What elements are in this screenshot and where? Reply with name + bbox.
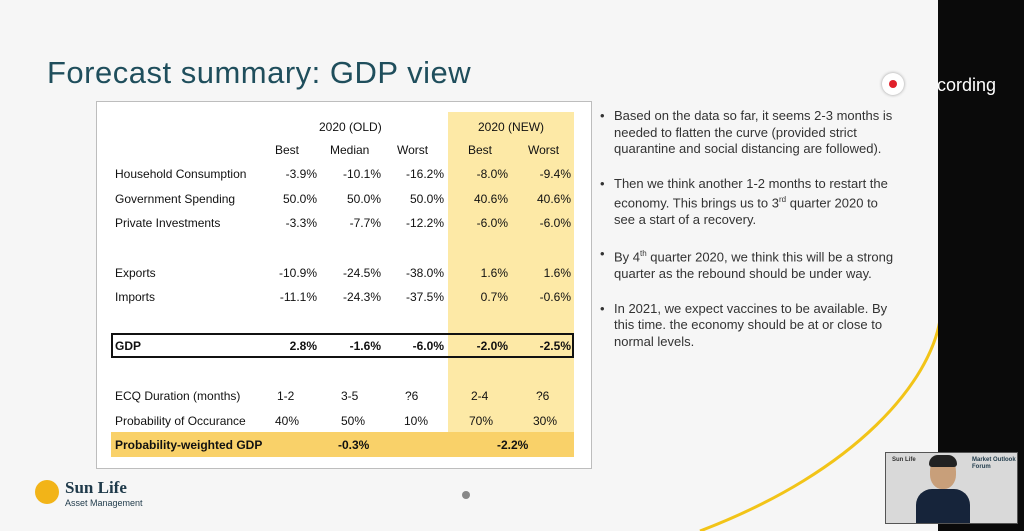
table-cell: 70% — [469, 414, 494, 428]
presenter-avatar — [916, 455, 970, 523]
table-cell: -12.2% — [405, 216, 444, 230]
webcam-watermark-right: Market Outlook Forum — [972, 457, 1016, 470]
table-cell: 50% — [341, 414, 366, 428]
col-header: Best — [468, 143, 493, 157]
table-cell: 40.6% — [473, 192, 508, 206]
table-cell: ?6 — [536, 389, 550, 403]
gdp-label: GDP — [115, 339, 142, 353]
new-forecast-highlight — [448, 112, 574, 432]
sun-icon — [35, 480, 59, 504]
recording-label: cording — [937, 75, 997, 95]
table-cell: -6.0% — [476, 216, 508, 230]
table-cell: 1-2 — [277, 389, 295, 403]
gdp-cell: -2.5% — [539, 339, 571, 353]
table-cell: 3-5 — [341, 389, 359, 403]
side-panel — [938, 0, 1024, 531]
table-cell: 2-4 — [471, 389, 489, 403]
weighted-gdp-highlight — [111, 432, 574, 457]
table-cell: 1.6% — [543, 266, 571, 280]
table-cell: -3.9% — [285, 167, 317, 181]
webcam-thumbnail[interactable]: Sun Life Market Outlook Forum — [885, 452, 1018, 524]
table-cell: 50.0% — [282, 192, 317, 206]
gdp-cell: -2.0% — [476, 339, 508, 353]
row-label: Imports — [115, 290, 156, 304]
gdp-cell: -6.0% — [412, 339, 444, 353]
table-cell: -9.4% — [539, 167, 571, 181]
table-cell: -6.0% — [539, 216, 571, 230]
gdp-cell: 2.8% — [289, 339, 317, 353]
bullet-list: • Based on the data so far, it seems 2-3… — [600, 108, 900, 368]
table-cell: 1.6% — [480, 266, 508, 280]
table-cell: -7.7% — [349, 216, 381, 230]
row-label: Exports — [115, 266, 156, 280]
slide-title: Forecast summary: GDP view — [47, 55, 472, 90]
table-cell: -24.5% — [342, 266, 381, 280]
row-label: Probability of Occurance — [115, 414, 246, 428]
table-cell: 0.7% — [480, 290, 508, 304]
table-cell: 30% — [533, 414, 558, 428]
recording-icon[interactable] — [882, 73, 904, 95]
table-cell: -24.3% — [342, 290, 381, 304]
decorative-curve — [699, 319, 940, 531]
gdp-row-border — [111, 333, 574, 358]
gdp-cell: -1.6% — [349, 339, 381, 353]
table-cell: ?6 — [405, 389, 419, 403]
col-header: Worst — [397, 143, 429, 157]
table-cell: 40.6% — [536, 192, 571, 206]
row-label: Private Investments — [115, 216, 221, 230]
table-cell: -38.0% — [405, 266, 444, 280]
webcam-watermark-left: Sun Life — [892, 457, 916, 463]
col-header: Best — [275, 143, 300, 157]
row-label: Household Consumption — [115, 167, 247, 181]
table-cell: -11.1% — [279, 290, 317, 304]
row-label: ECQ Duration (months) — [115, 389, 241, 403]
forecast-table: 2020 (OLD) 2020 (NEW) Best Median Worst … — [96, 101, 592, 469]
logo-name: Sun Life — [65, 478, 127, 497]
table-cell: 50.0% — [346, 192, 381, 206]
table-cell: -10.1% — [342, 167, 381, 181]
bullet-item: • In 2021, we expect vaccines to be avai… — [600, 300, 888, 349]
presentation-slide: Forecast summary: GDP view 2020 (OLD) 20… — [35, 55, 940, 531]
bullet-item: • By 4th quarter 2020, we think this wil… — [600, 246, 894, 282]
table-cell: 40% — [275, 414, 300, 428]
weighted-gdp-label: Probability-weighted GDP — [115, 438, 263, 452]
weighted-gdp-old: -0.3% — [338, 438, 370, 452]
row-label: Government Spending — [115, 192, 236, 206]
table-cell: -10.9% — [278, 266, 317, 280]
table-cell: 10% — [404, 414, 429, 428]
table-cell: 50.0% — [409, 192, 444, 206]
table-cell: -0.6% — [539, 290, 571, 304]
table-cell: -16.2% — [405, 167, 444, 181]
table-cell: -3.3% — [285, 216, 317, 230]
table-cell: -37.5% — [405, 290, 444, 304]
table-cell: -8.0% — [476, 167, 508, 181]
col-header: Worst — [528, 143, 560, 157]
logo-subtitle: Asset Management — [65, 498, 143, 508]
col-header: Median — [330, 143, 370, 157]
weighted-gdp-new: -2.2% — [497, 438, 529, 452]
group-header-old: 2020 (OLD) — [319, 120, 382, 134]
slide-position-dot — [462, 491, 470, 499]
bullet-item: • Then we think another 1-2 months to re… — [600, 175, 888, 227]
group-header-new: 2020 (NEW) — [478, 120, 545, 134]
bullet-item: • Based on the data so far, it seems 2-3… — [600, 108, 893, 156]
